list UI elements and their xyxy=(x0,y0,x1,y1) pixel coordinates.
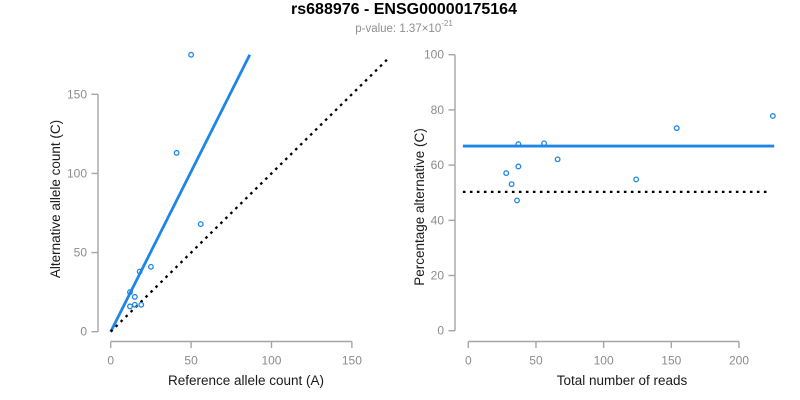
data-point xyxy=(515,141,522,148)
x-tick-label: 100 xyxy=(594,354,614,368)
y-tick-label: 20 xyxy=(431,269,445,283)
y-tick-label: 60 xyxy=(431,158,445,172)
x-axis-title: Reference allele count (A) xyxy=(168,373,324,388)
data-point xyxy=(197,221,204,228)
x-tick-label: 150 xyxy=(661,354,681,368)
data-point xyxy=(131,293,138,300)
x-axis-title: Total number of reads xyxy=(557,373,688,388)
data-point xyxy=(503,170,510,177)
y-tick-label: 40 xyxy=(431,213,445,227)
x-tick-label: 100 xyxy=(261,354,281,368)
data-point xyxy=(131,301,138,308)
y-tick-label: 100 xyxy=(424,48,444,62)
y-tick-label: 0 xyxy=(437,324,444,338)
x-tick-label: 50 xyxy=(529,354,543,368)
data-point xyxy=(173,149,180,156)
y-axis-title: Alternative allele count (C) xyxy=(48,120,63,278)
x-tick-label: 150 xyxy=(342,354,362,368)
data-point xyxy=(508,181,515,188)
fit-line xyxy=(109,54,252,333)
data-point xyxy=(541,140,548,147)
data-point xyxy=(554,156,561,163)
data-point xyxy=(136,268,143,275)
y-tick-label: 80 xyxy=(431,103,445,117)
x-tick-label: 0 xyxy=(465,354,472,368)
x-tick-label: 200 xyxy=(729,354,749,368)
data-point xyxy=(147,263,154,270)
x-tick-label: 0 xyxy=(107,354,114,368)
identity-line xyxy=(109,56,391,333)
data-point xyxy=(127,289,133,296)
x-tick-label: 50 xyxy=(184,354,198,368)
data-point xyxy=(188,51,195,58)
y-axis-title: Percentage alternative (C) xyxy=(412,128,427,286)
data-point xyxy=(515,163,522,170)
data-point xyxy=(138,301,145,308)
y-tick-label: 0 xyxy=(80,325,87,339)
y-tick-label: 100 xyxy=(67,166,87,180)
data-point xyxy=(673,125,680,132)
data-point xyxy=(769,113,776,119)
data-point xyxy=(514,197,520,204)
data-point xyxy=(127,303,133,310)
y-tick-label: 50 xyxy=(74,246,88,260)
y-tick-label: 150 xyxy=(67,87,87,101)
data-point xyxy=(633,176,640,183)
